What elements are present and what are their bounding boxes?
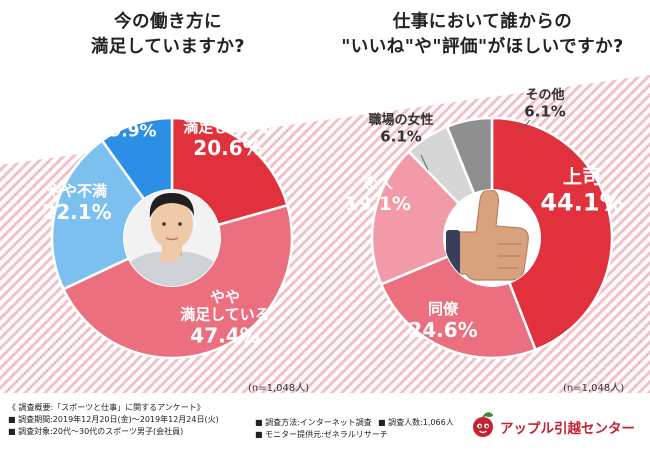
leader-line-sonota (519, 119, 531, 133)
slice-category-shokuba-josei: 職場の女性 (368, 112, 433, 128)
white-footer-band (0, 393, 650, 450)
slice-value-yaya-manzoku: 47.4% (190, 323, 259, 347)
slice-label-fuman: 不満 9.9% (109, 104, 156, 142)
slice-label-yaya-fuman: やや不満 22.1% (42, 182, 111, 224)
pie-chart-recognition: 上司 44.1%同僚 24.6%恋人 19.1%職場の女性 6.1%その他 6.1% (345, 87, 624, 360)
slice-label-yaya-manzoku: やや満足している 47.4% (180, 288, 270, 347)
slice-value-yaya-fuman: 22.1% (42, 200, 111, 224)
slice-value-koibito: 19.1% (345, 193, 411, 215)
slice-value-joushi: 44.1% (540, 189, 623, 217)
slice-value-sonota: 6.1% (524, 102, 566, 120)
slice-label-koibito: 恋人 19.1% (345, 174, 411, 215)
slice-category-fuman: 不満 (119, 104, 147, 121)
slice-label-joushi: 上司 44.1% (540, 166, 623, 217)
slice-category-sonota: その他 (525, 87, 564, 103)
slice-value-fuman: 9.9% (109, 122, 156, 142)
slice-label-manzoku: 満足している 20.6% (183, 118, 273, 160)
slice-category-yaya-fuman: やや不満 (47, 182, 107, 200)
slice-category-manzoku: 満足している (183, 118, 273, 136)
leader-line-shokuba-josei (420, 154, 429, 171)
slice-label-sonota: その他 6.1% (524, 87, 566, 120)
slice-value-douryou: 24.6% (408, 318, 477, 342)
slice-category-joushi: 上司 (563, 166, 601, 188)
slice-value-shokuba-josei: 6.1% (380, 127, 422, 145)
thumbs-up-icon (443, 189, 541, 287)
slice-category-yaya-manzoku: やや (210, 288, 240, 306)
slice-label-douryou: 同僚 24.6% (408, 300, 477, 342)
slice-category-koibito: 恋人 (363, 174, 394, 192)
slice-category-douryou: 同僚 (428, 300, 459, 318)
slice-joushi (490, 116, 614, 352)
slice-value-manzoku: 20.6% (193, 136, 262, 160)
slice-label-shokuba-josei: 職場の女性 6.1% (368, 112, 433, 145)
slice-category-yaya-manzoku: 満足している (180, 305, 270, 323)
slice-koibito (370, 149, 495, 286)
